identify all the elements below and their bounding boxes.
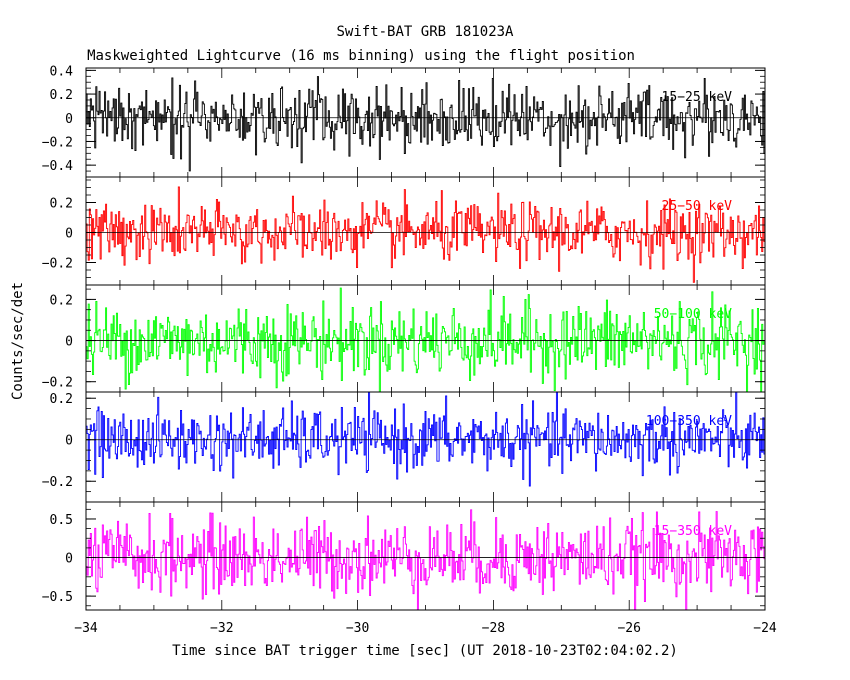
- band-label-1: 15−25 keV: [662, 90, 733, 105]
- band-label-5: 15−350 keV: [654, 524, 732, 539]
- band-label-4: 100−350 keV: [646, 414, 732, 429]
- y-tick-label: −0.2: [42, 376, 73, 391]
- y-tick-label: 0.5: [50, 513, 73, 528]
- y-tick-label: −0.2: [42, 257, 73, 272]
- series-line-3: [86, 287, 765, 393]
- x-axis: −34 −32 −30 −28 −26 −24: [74, 621, 777, 636]
- y-tick-label: 0.2: [50, 293, 73, 308]
- x-tick-label: −24: [753, 621, 777, 636]
- y-tick-label: 0: [65, 112, 73, 127]
- band-label-3: 50−100 keV: [654, 307, 732, 322]
- y-tick-label: 0: [65, 552, 73, 567]
- y-tick-label: 0.2: [50, 197, 73, 212]
- panel-2: −0.2 0 0.2 25−50 keV: [42, 176, 766, 286]
- x-axis-label: Time since BAT trigger time [sec] (UT 20…: [172, 643, 678, 659]
- x-tick-label: −32: [210, 621, 233, 636]
- series-line-1: [86, 76, 765, 172]
- y-tick-label: 0.2: [50, 88, 73, 103]
- y-tick-label: 0: [65, 227, 73, 242]
- panel-3: −0.2 0 0.2 50−100 keV: [42, 284, 766, 393]
- y-axis-label: Counts/sec/det: [10, 282, 26, 400]
- y-tick-label: −0.2: [42, 475, 73, 490]
- y-tick-label: −0.5: [42, 590, 73, 605]
- x-tick-label: −34: [74, 621, 98, 636]
- x-tick-label: −26: [617, 621, 640, 636]
- y-tick-label: −0.4: [42, 159, 73, 174]
- panel-5: −0.5 0 0.5 15−350 keV: [42, 501, 766, 611]
- panel-1: −0.4 −0.2 0 0.2 0.4 15−25 keV: [42, 64, 766, 178]
- panels: −0.4 −0.2 0 0.2 0.4 15−25 keV −0.2 0 0.2 25−50 ke…: [42, 64, 766, 611]
- chart-title: Swift-BAT GRB 181023A: [336, 24, 514, 40]
- series-line-2: [86, 186, 765, 283]
- x-tick-label: −30: [346, 621, 369, 636]
- y-tick-label: 0.4: [50, 64, 74, 79]
- chart-subtitle: Maskweighted Lightcurve (16 ms binning) …: [87, 48, 635, 64]
- y-tick-label: 0: [65, 434, 73, 449]
- y-tick-label: −0.2: [42, 135, 73, 150]
- series-line-5: [86, 509, 765, 611]
- panel-4: −0.2 0 0.2 100−350 keV: [42, 391, 766, 503]
- band-label-2: 25−50 keV: [662, 199, 733, 214]
- y-tick-label: 0: [65, 335, 73, 350]
- y-tick-label: 0.2: [50, 392, 73, 407]
- x-tick-label: −28: [482, 621, 505, 636]
- series-line-4: [86, 391, 765, 487]
